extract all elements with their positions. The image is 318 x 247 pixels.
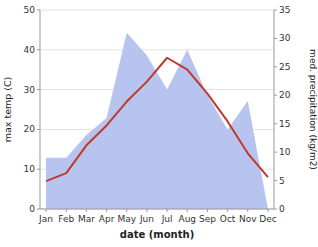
- x-tick-label: Aug: [178, 214, 196, 224]
- y-tick: [37, 10, 40, 11]
- y-tick-label: 0: [29, 204, 35, 214]
- y-tick-label: 30: [24, 85, 36, 95]
- x-tick-label: Mar: [78, 214, 95, 224]
- y-tick-label: 20: [24, 124, 36, 134]
- y2-axis-label: med. precipitation (kg/m2): [308, 49, 318, 170]
- y2-tick-label: 30: [279, 33, 291, 43]
- y-tick: [37, 209, 40, 210]
- chart-container: JanFebMarAprMayJunJulAugSepOctNovDec0102…: [0, 0, 318, 247]
- x-tick-label: May: [117, 214, 136, 224]
- y-tick-label: 50: [24, 5, 36, 15]
- x-tick: [167, 209, 168, 212]
- y-tick: [37, 169, 40, 170]
- y2-tick: [274, 66, 277, 67]
- x-tick-label: Oct: [220, 214, 236, 224]
- axes: [37, 10, 277, 212]
- x-tick-label: Nov: [239, 214, 257, 224]
- y2-tick: [274, 209, 277, 210]
- x-tick: [86, 209, 87, 212]
- x-axis-label: date (month): [120, 229, 194, 240]
- y-tick-label: 40: [24, 45, 36, 55]
- y-tick: [37, 89, 40, 90]
- x-tick: [66, 209, 67, 212]
- x-tick: [247, 209, 248, 212]
- x-tick-label: Apr: [99, 214, 115, 224]
- x-tick-label: Sep: [199, 214, 216, 224]
- grid-line: [40, 209, 274, 210]
- x-tick: [126, 209, 127, 212]
- y2-tick: [274, 123, 277, 124]
- x-tick: [207, 209, 208, 212]
- y2-tick: [274, 95, 277, 96]
- y2-tick-label: 5: [279, 176, 285, 186]
- x-tick-label: Dec: [259, 214, 276, 224]
- y2-tick: [274, 152, 277, 153]
- x-tick-label: Jan: [38, 214, 53, 224]
- x-tick: [227, 209, 228, 212]
- y-tick: [37, 129, 40, 130]
- x-tick: [267, 209, 268, 212]
- grid-line: [40, 49, 274, 50]
- x-tick-label: Jun: [139, 214, 154, 224]
- x-axis-line: [40, 209, 274, 210]
- y2-tick-label: 25: [279, 62, 290, 72]
- y2-tick-label: 20: [279, 90, 291, 100]
- y2-axis-line: [274, 10, 275, 209]
- line: [46, 58, 268, 181]
- y2-tick-label: 35: [279, 5, 290, 15]
- y-axis-line: [40, 10, 41, 209]
- y2-tick-label: 15: [279, 119, 290, 129]
- y2-tick: [274, 38, 277, 39]
- y2-tick: [274, 180, 277, 181]
- y2-tick-label: 10: [279, 147, 291, 157]
- x-tick: [106, 209, 107, 212]
- x-tick: [187, 209, 188, 212]
- grid: [40, 10, 274, 209]
- area: [46, 33, 268, 209]
- x-tick-label: Jul: [161, 214, 173, 224]
- grid-line: [40, 10, 274, 11]
- x-tick: [46, 209, 47, 212]
- y-tick: [37, 49, 40, 50]
- y-tick-label: 10: [24, 164, 36, 174]
- chart: JanFebMarAprMayJunJulAugSepOctNovDec0102…: [0, 0, 318, 247]
- x-tick: [146, 209, 147, 212]
- y2-tick-label: 0: [279, 204, 285, 214]
- y-axis-label: max temp (C): [2, 77, 13, 143]
- y2-tick: [274, 10, 277, 11]
- x-tick-label: Feb: [58, 214, 74, 224]
- plot-area: [46, 33, 268, 209]
